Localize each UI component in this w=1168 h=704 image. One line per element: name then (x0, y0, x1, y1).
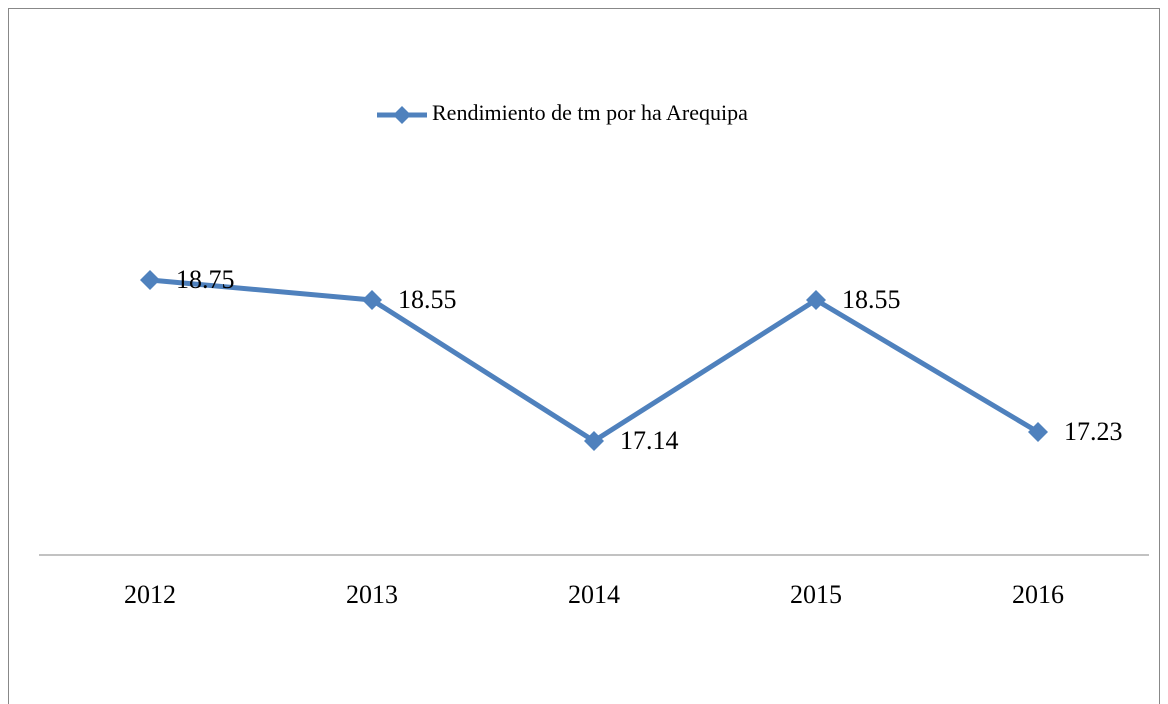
chart-frame (8, 8, 1160, 704)
x-tick-label: 2015 (790, 580, 842, 609)
data-label: 17.14 (620, 426, 679, 455)
legend-label: Rendimiento de tm por ha Arequipa (432, 100, 748, 125)
data-label: 18.55 (398, 285, 457, 314)
x-tick-label: 2016 (1012, 580, 1064, 609)
data-point (362, 290, 382, 310)
data-label: 18.75 (176, 265, 235, 294)
data-point (140, 270, 160, 290)
x-tick-label: 2012 (124, 580, 176, 609)
x-tick-label: 2014 (568, 580, 620, 609)
data-label: 18.55 (842, 285, 901, 314)
data-label: 17.23 (1064, 417, 1123, 446)
data-point (1028, 422, 1048, 442)
x-tick-label: 2013 (346, 580, 398, 609)
data-point (806, 290, 826, 310)
legend-marker (393, 106, 411, 124)
data-point (584, 431, 604, 451)
